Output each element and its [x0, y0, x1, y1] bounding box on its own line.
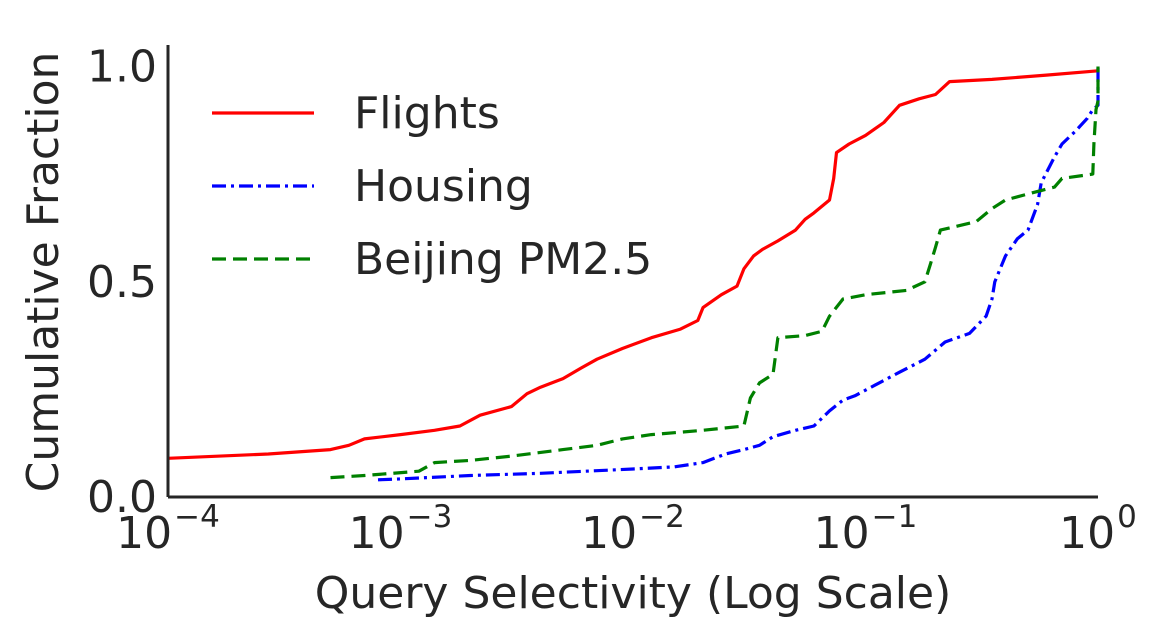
x-tick-base: 10 — [349, 508, 405, 559]
legend: Flights Housing Beijing PM2.5 — [212, 88, 652, 285]
x-tick-label: 10 −4 — [116, 499, 220, 559]
x-tick-exponent: −1 — [872, 499, 918, 535]
x-tick-exponent: −3 — [407, 499, 453, 535]
x-tick-exponent: 0 — [1117, 499, 1137, 535]
series-line-0 — [167, 69, 1099, 460]
x-tick-exponent: −2 — [639, 499, 685, 535]
x-tick-label: 10 −3 — [349, 499, 453, 559]
legend-item-0: Flights — [212, 88, 500, 139]
y-tick-label: 0.0 — [87, 472, 157, 523]
x-axis-title: Query Selectivity (Log Scale) — [315, 568, 952, 619]
y-axis-title: Cumulative Fraction — [18, 52, 69, 493]
x-tick-base: 10 — [814, 508, 870, 559]
series-line-1 — [377, 66, 1100, 482]
y-tick-labels: 0.0 0.5 1.0 — [87, 42, 157, 523]
series-line-2 — [330, 66, 1100, 480]
y-tick-label: 0.5 — [87, 257, 157, 308]
legend-label: Flights — [354, 88, 500, 139]
x-tick-exponent: −4 — [174, 499, 220, 535]
x-tick-base: 10 — [116, 508, 172, 559]
legend-item-1: Housing — [212, 161, 533, 212]
legend-item-2: Beijing PM2.5 — [212, 234, 652, 285]
legend-label: Housing — [354, 161, 533, 212]
x-tick-label: 10 −2 — [581, 499, 685, 559]
y-tick-label: 1.0 — [87, 42, 157, 93]
x-tick-label: 10 −1 — [814, 499, 918, 559]
x-tick-labels: 10 −4 10 −3 10 −2 10 −1 10 0 — [116, 499, 1137, 559]
x-tick-base: 10 — [1059, 508, 1115, 559]
series-layer — [167, 66, 1100, 482]
x-tick-base: 10 — [581, 508, 637, 559]
x-tick-label: 10 0 — [1059, 499, 1137, 559]
legend-label: Beijing PM2.5 — [354, 234, 652, 285]
